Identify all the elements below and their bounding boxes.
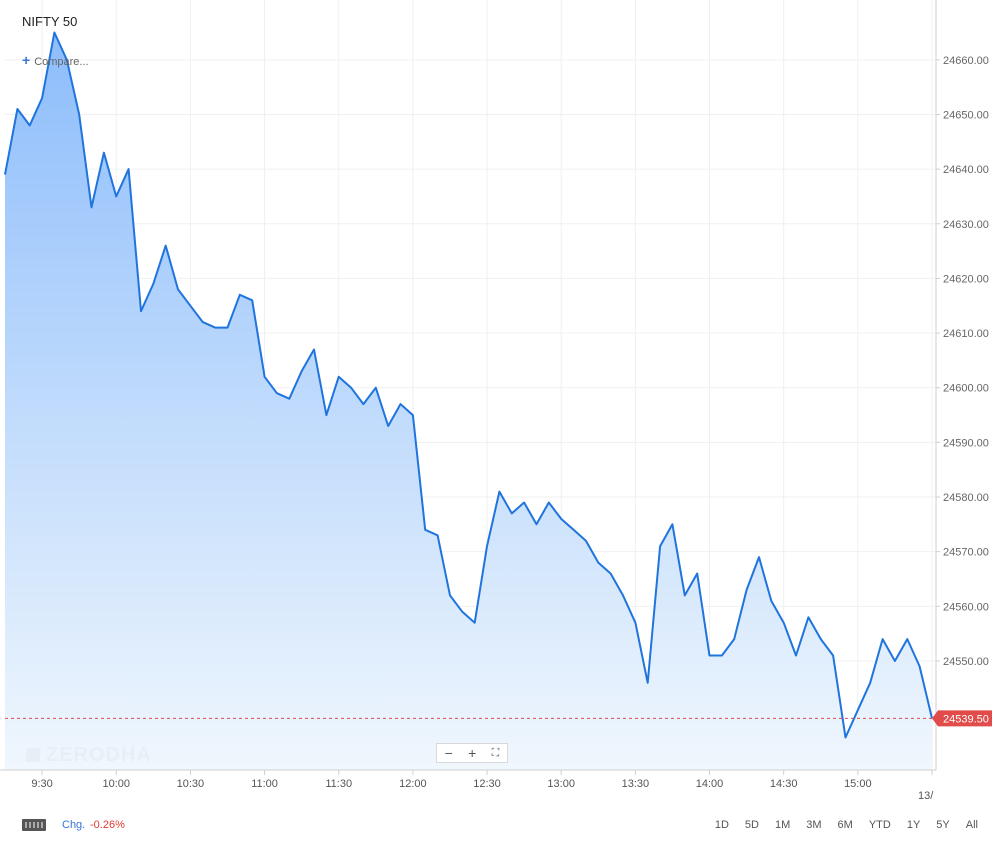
- range-5d[interactable]: 5D: [744, 819, 759, 831]
- last-price-badge: [932, 710, 992, 727]
- x-tick-label: 15:00: [844, 778, 872, 790]
- change-value: -0.26%: [90, 819, 125, 831]
- y-tick-label: 24650.00: [943, 109, 989, 121]
- price-line: [4, 31, 933, 739]
- change-label: Chg.: [62, 819, 86, 831]
- compare-label: Compare...: [34, 56, 89, 68]
- x-tick-label: 14:00: [696, 778, 724, 790]
- zoom-out-button[interactable]: −: [444, 745, 453, 761]
- range-ytd[interactable]: YTD: [868, 819, 891, 831]
- x-tick-label: 12:00: [399, 778, 427, 790]
- y-tick-label: 24660.00: [943, 55, 989, 67]
- y-tick-label: 24560.00: [943, 601, 989, 613]
- x-tick-label: 12:30: [473, 778, 501, 790]
- zerodha-logo: ZERODHA: [25, 744, 152, 767]
- y-tick-label: 24610.00: [943, 328, 989, 340]
- symbol-title: NIFTY 50: [22, 14, 78, 29]
- y-tick-label: 24590.00: [943, 437, 989, 449]
- y-tick-label: 24630.00: [943, 219, 989, 231]
- last-price-label: 24539.50: [943, 713, 989, 725]
- y-tick-label: 24620.00: [943, 273, 989, 285]
- range-all[interactable]: All: [965, 819, 978, 831]
- x-tick-label: 11:00: [251, 778, 278, 790]
- x-tick-label: 13/: [918, 790, 934, 800]
- y-tick-label: 24580.00: [943, 492, 989, 504]
- y-tick-label: 24600.00: [943, 383, 989, 395]
- x-tick-label: 9:30: [31, 778, 52, 790]
- y-tick-label: 24550.00: [943, 656, 989, 668]
- chart-footer: Chg. -0.26% 1D 5D 1M 3M 6M YTD 1Y 5Y All: [0, 806, 996, 846]
- range-1m[interactable]: 1M: [774, 819, 791, 831]
- range-selector: 1D 5D 1M 3M 6M YTD 1Y 5Y All: [699, 819, 978, 831]
- x-tick-label: 10:00: [102, 778, 130, 790]
- range-1d[interactable]: 1D: [714, 819, 729, 831]
- x-tick-label: 10:30: [177, 778, 205, 790]
- zoom-in-button[interactable]: +: [468, 745, 477, 761]
- fullscreen-icon[interactable]: ⛶: [491, 747, 500, 759]
- x-tick-label: 13:00: [547, 778, 575, 790]
- keyboard-icon[interactable]: [22, 819, 46, 831]
- range-3m[interactable]: 3M: [806, 819, 822, 831]
- y-tick-label: 24570.00: [943, 547, 989, 559]
- range-5y[interactable]: 5Y: [936, 819, 950, 831]
- compare-button[interactable]: + Compare...: [22, 52, 89, 68]
- y-tick-label: 24640.00: [943, 164, 989, 176]
- x-tick-label: 13:30: [622, 778, 650, 790]
- range-6m[interactable]: 6M: [837, 819, 853, 831]
- x-tick-label: 11:30: [325, 778, 352, 790]
- price-area: [5, 32, 932, 770]
- zoom-controls: − + ⛶: [436, 743, 508, 763]
- plus-icon: +: [22, 52, 31, 68]
- x-tick-label: 14:30: [770, 778, 798, 790]
- range-1y[interactable]: 1Y: [906, 819, 921, 831]
- price-chart[interactable]: 24660.00 24650.00 24640.00 24630.00 24620.00…: [0, 0, 996, 800]
